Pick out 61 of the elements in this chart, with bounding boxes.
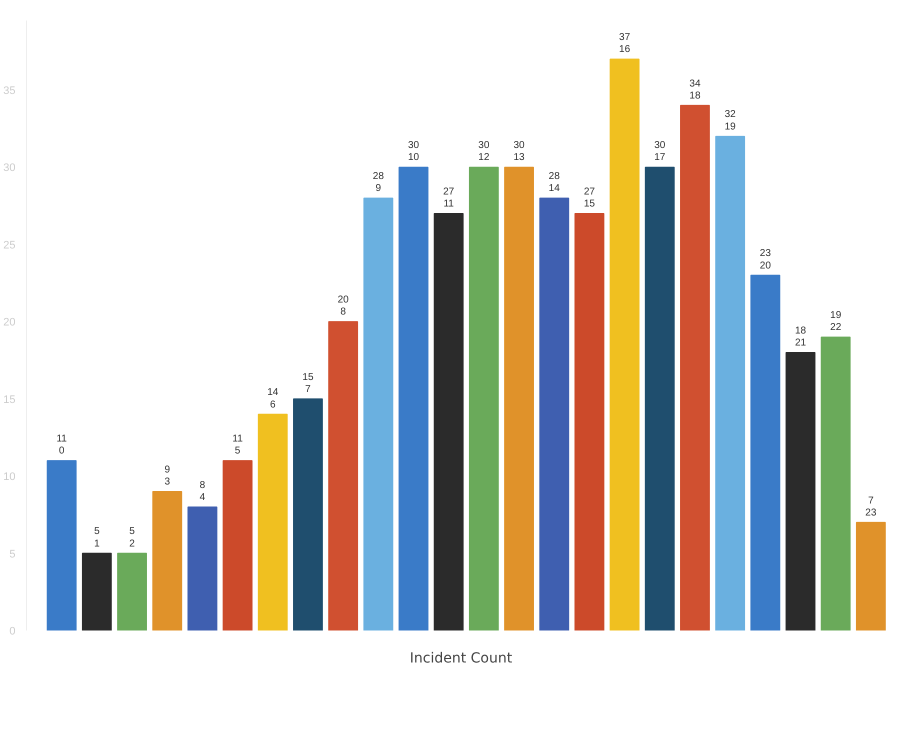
bar bbox=[82, 552, 112, 630]
data-label: 20 bbox=[338, 294, 350, 306]
bar bbox=[574, 213, 604, 630]
data-label: 15 bbox=[302, 372, 314, 383]
bar bbox=[610, 58, 640, 630]
x-tick-label: 1 bbox=[94, 538, 100, 550]
bar bbox=[46, 460, 77, 630]
bar bbox=[468, 166, 499, 630]
data-label: 30 bbox=[654, 140, 666, 152]
bar bbox=[293, 398, 323, 630]
bar bbox=[398, 166, 428, 630]
x-tick-label: 6 bbox=[270, 399, 276, 410]
data-label: 5 bbox=[129, 526, 136, 538]
data-label: 23 bbox=[760, 248, 772, 260]
data-label: 34 bbox=[689, 78, 701, 90]
data-label: 11 bbox=[232, 434, 244, 445]
x-tick-label: 21 bbox=[794, 338, 807, 349]
x-tick-label: 22 bbox=[830, 322, 842, 334]
data-label: 11 bbox=[56, 434, 68, 445]
bar bbox=[222, 460, 253, 630]
x-tick-label: 4 bbox=[200, 492, 206, 503]
x-axis-title: Incident Count bbox=[410, 650, 513, 666]
data-label: 27 bbox=[584, 186, 596, 198]
data-label: 27 bbox=[443, 186, 455, 198]
bar bbox=[856, 522, 886, 630]
bar bbox=[750, 274, 780, 630]
data-label: 9 bbox=[164, 464, 170, 476]
data-label: 28 bbox=[548, 170, 560, 182]
bar bbox=[117, 552, 147, 630]
bar bbox=[152, 491, 182, 630]
bar bbox=[434, 213, 464, 630]
data-label: 30 bbox=[478, 140, 490, 152]
bar bbox=[504, 166, 534, 630]
x-tick-label: 12 bbox=[478, 152, 490, 164]
bar bbox=[786, 352, 816, 630]
data-label: 7 bbox=[868, 495, 874, 506]
bar bbox=[363, 198, 394, 630]
x-tick-label: 10 bbox=[408, 152, 420, 164]
data-label: 19 bbox=[830, 310, 842, 321]
x-tick-label: 16 bbox=[619, 44, 631, 56]
data-label: 30 bbox=[408, 140, 420, 152]
bar bbox=[820, 336, 851, 630]
bar bbox=[644, 166, 675, 630]
data-label: 37 bbox=[619, 32, 631, 44]
bar bbox=[258, 414, 288, 630]
data-label: 32 bbox=[724, 109, 736, 120]
data-label: 14 bbox=[267, 387, 279, 398]
bar bbox=[680, 104, 710, 630]
data-label: 18 bbox=[794, 325, 807, 336]
bar bbox=[328, 321, 358, 630]
x-tick-label: 13 bbox=[513, 152, 526, 164]
data-label: 5 bbox=[94, 526, 100, 538]
x-tick-label: 3 bbox=[164, 476, 170, 488]
bar bbox=[715, 136, 746, 630]
bar bbox=[187, 506, 218, 630]
x-tick-label: 17 bbox=[654, 152, 666, 164]
bar bbox=[539, 198, 570, 630]
x-tick-label: 2 bbox=[129, 538, 136, 550]
data-label: 30 bbox=[513, 140, 526, 152]
data-label: 8 bbox=[200, 480, 206, 491]
data-label: 28 bbox=[372, 170, 384, 182]
